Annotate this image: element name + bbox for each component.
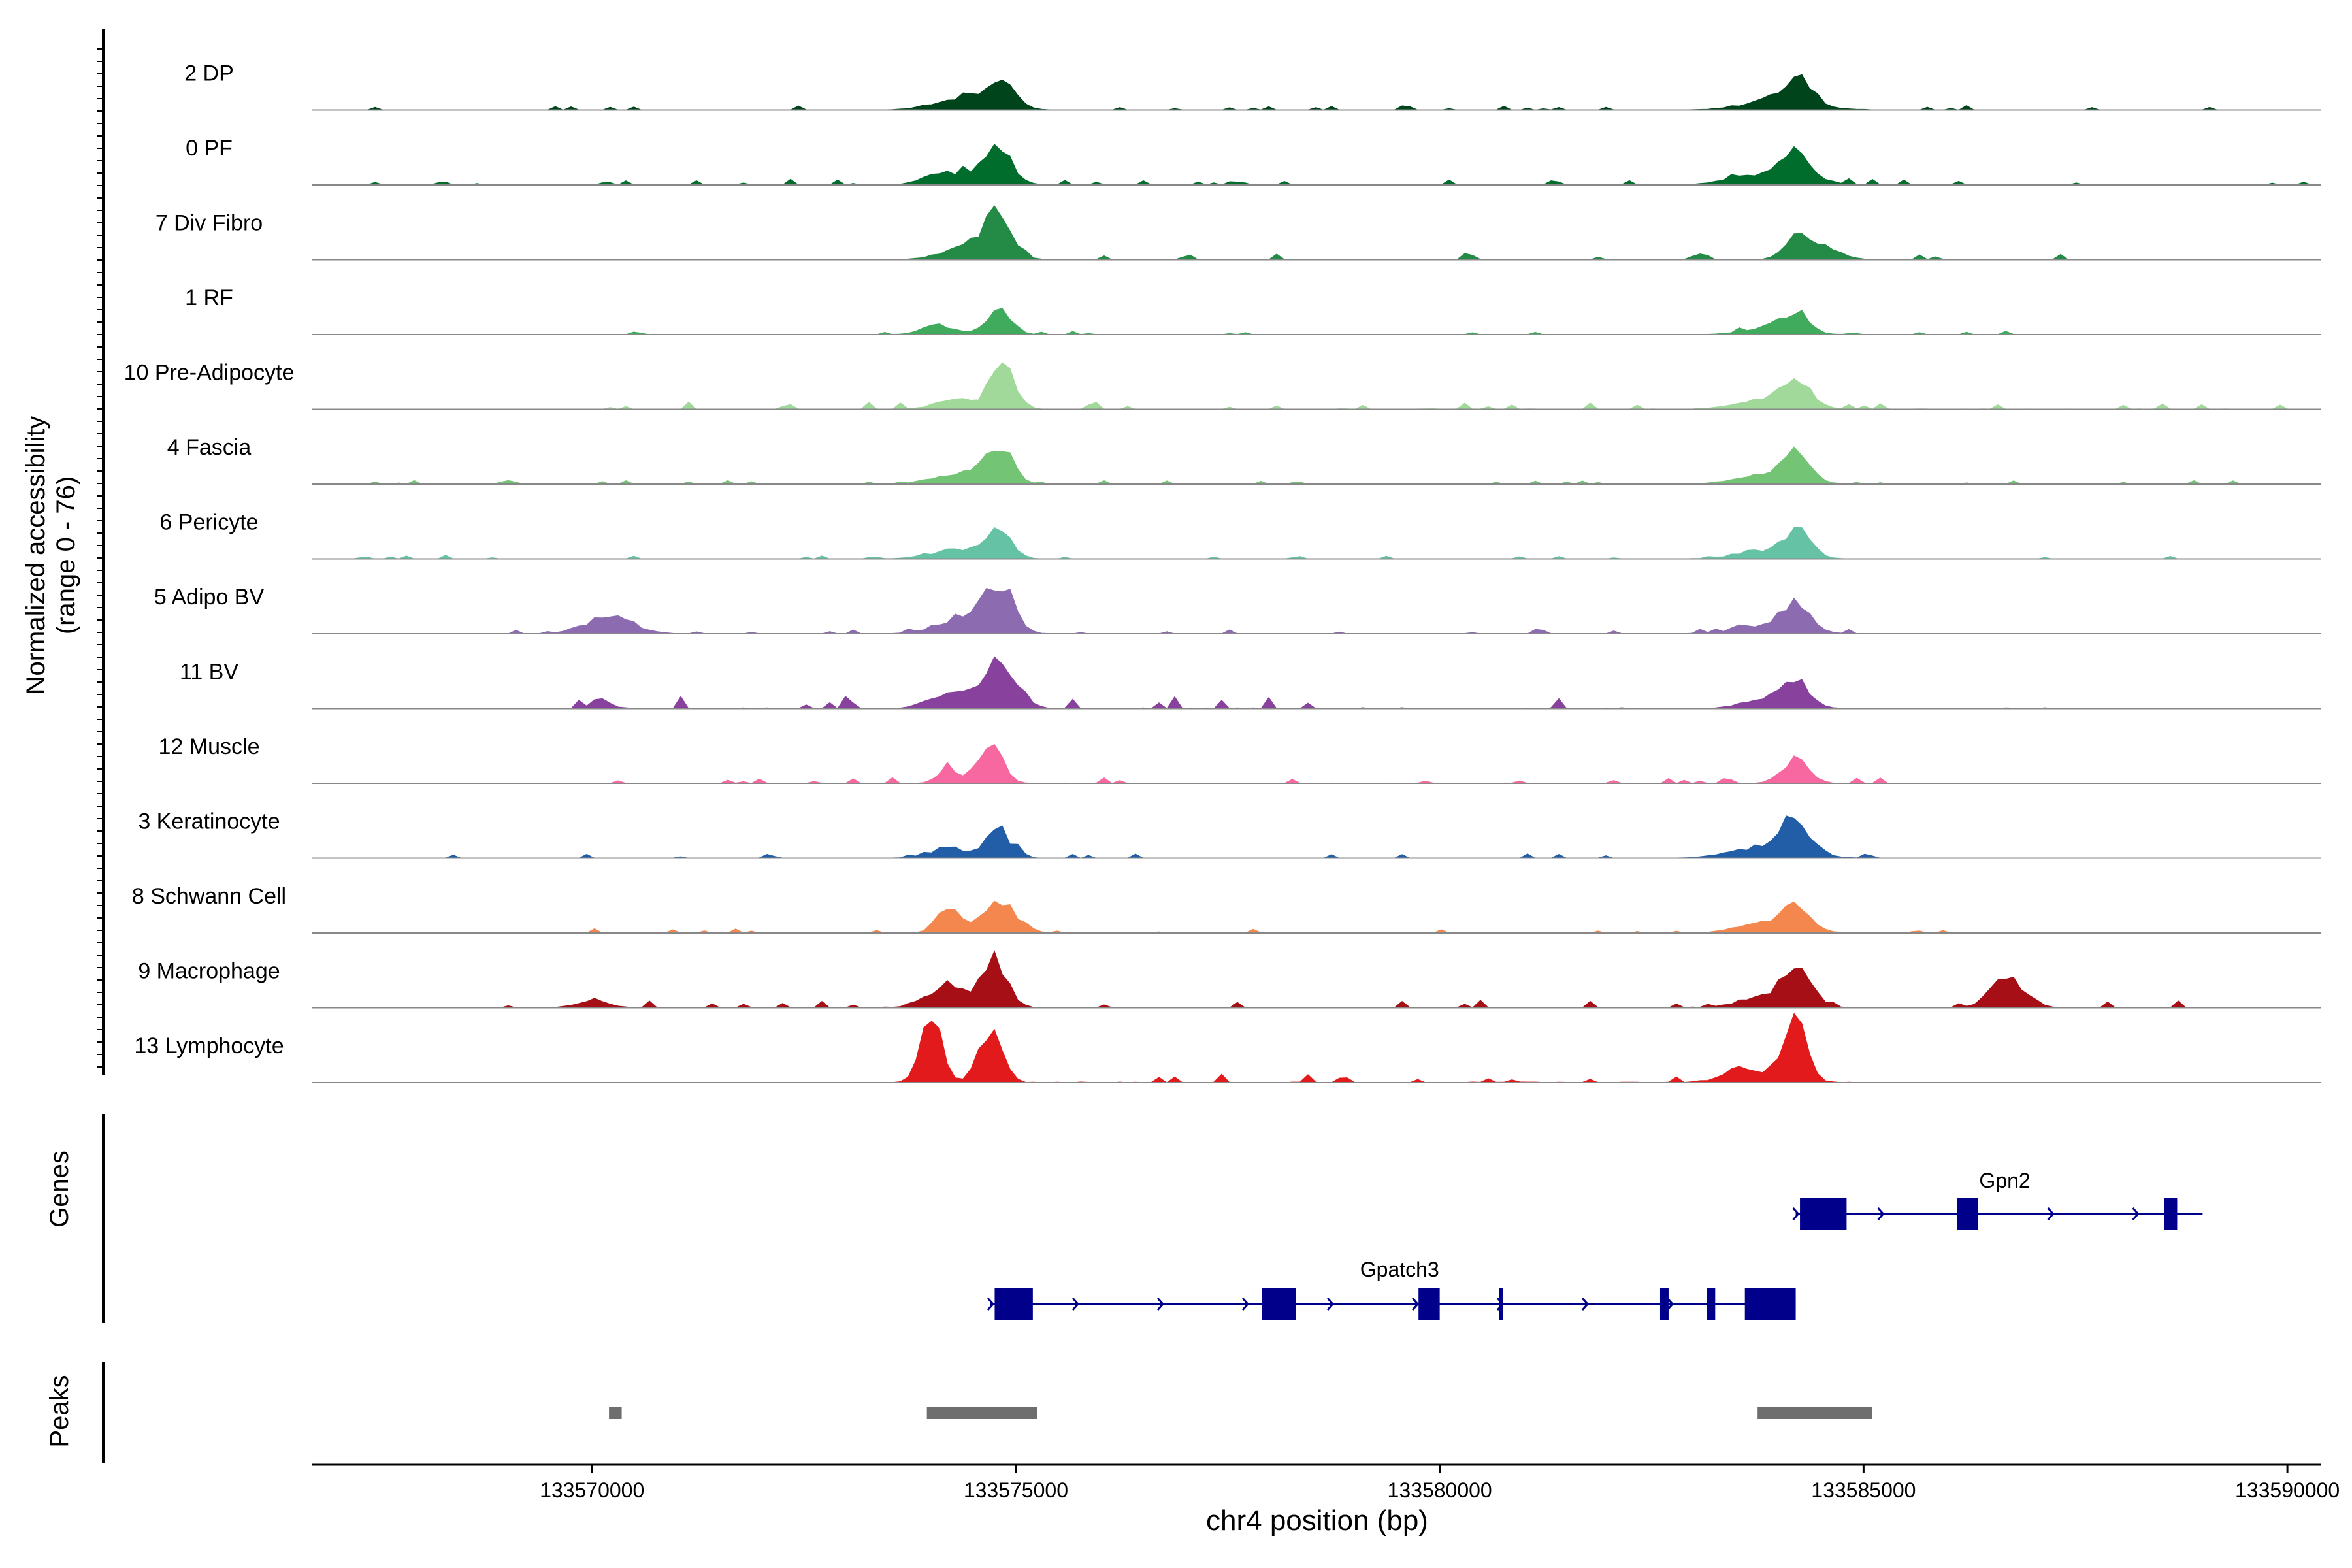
gene: Gpn2 <box>1792 1169 2203 1230</box>
coverage-area <box>312 900 2321 934</box>
track-label: 13 Lymphocyte <box>134 1034 284 1058</box>
coverage-area <box>312 743 2321 784</box>
gene-name: Gpatch3 <box>1360 1258 1439 1281</box>
gene-annotations: Gpn2 Gpatch3 <box>987 1169 2203 1320</box>
coverage-track: 13 Lymphocyte <box>134 1013 2321 1083</box>
x-tick-label: 133590000 <box>2235 1478 2340 1502</box>
x-tick-label: 133585000 <box>1811 1478 1916 1502</box>
coverage-area <box>312 446 2321 485</box>
coverage-area <box>312 1013 2321 1083</box>
gene-exon <box>2164 1198 2178 1230</box>
coverage-area <box>312 144 2321 186</box>
coverage-area <box>312 815 2321 859</box>
track-label: 8 Schwann Cell <box>132 884 286 909</box>
peak-region <box>609 1407 622 1419</box>
gene-exon <box>1499 1288 1503 1320</box>
coverage-track: 1 RF <box>185 286 2321 335</box>
strand-arrow <box>987 1298 994 1311</box>
coverage-area <box>312 74 2321 111</box>
strand-arrow <box>1877 1207 1885 1220</box>
gene-exon <box>1957 1198 1978 1230</box>
track-label: 11 BV <box>180 660 238 685</box>
gene-exon <box>1262 1288 1296 1320</box>
track-label: 0 PF <box>186 136 233 161</box>
coverage-area <box>312 587 2321 634</box>
track-label: 2 DP <box>184 61 234 86</box>
gene-exon <box>1707 1288 1716 1320</box>
gene-exon <box>1800 1198 1847 1230</box>
peak-region <box>926 1407 1037 1419</box>
track-label: 4 Fascia <box>167 435 252 460</box>
peaks-label: Peaks <box>45 1375 74 1447</box>
genes-label-group: Genes <box>45 1151 74 1228</box>
coverage-area <box>312 308 2321 335</box>
strand-arrow <box>1792 1207 1800 1220</box>
track-label: 12 Muscle <box>159 734 260 759</box>
track-label: 10 Pre-Adipocyte <box>124 361 295 385</box>
strand-arrow <box>1411 1298 1419 1311</box>
track-label: 5 Adipo BV <box>154 585 265 610</box>
track-label: 1 RF <box>185 286 233 310</box>
coverage-track: 12 Muscle <box>159 734 2321 784</box>
coverage-track: 4 Fascia <box>167 435 2321 485</box>
coverage-track: 8 Schwann Cell <box>132 884 2321 934</box>
peaks-label-group: Peaks <box>45 1375 74 1447</box>
gene-name: Gpn2 <box>1979 1169 2030 1192</box>
coverage-y-ticks <box>97 48 103 1068</box>
gene-exon <box>1744 1288 1796 1320</box>
coverage-area <box>312 950 2321 1009</box>
gene-exon <box>1659 1288 1669 1320</box>
coverage-area <box>312 362 2321 410</box>
strand-arrow <box>1156 1298 1164 1311</box>
coverage-track: 11 BV <box>180 656 2321 710</box>
coverage-track: 10 Pre-Adipocyte <box>124 361 2321 410</box>
track-label: 3 Keratinocyte <box>138 809 280 834</box>
y-axis-label-group: Normalized accessibility (range 0 - 76) <box>22 416 80 695</box>
strand-arrow <box>1071 1298 1079 1311</box>
x-tick-label: 133575000 <box>964 1478 1068 1502</box>
y-axis-range-label: (range 0 - 76) <box>52 476 80 634</box>
gene-exon <box>1418 1288 1440 1320</box>
strand-arrow <box>1326 1298 1334 1311</box>
strand-arrow <box>1581 1298 1589 1311</box>
x-axis-ticks: 133570000 133575000 133580000 133585000 1335… <box>540 1465 2340 1502</box>
x-axis-label: chr4 position (bp) <box>1206 1505 1428 1537</box>
x-tick-label: 133580000 <box>1388 1478 1492 1502</box>
coverage-track: 2 DP <box>184 61 2321 111</box>
coverage-track: 9 Macrophage <box>138 950 2321 1009</box>
track-label: 9 Macrophage <box>138 959 280 984</box>
track-label: 6 Pericyte <box>159 510 258 535</box>
strand-arrow <box>2047 1207 2055 1220</box>
coverage-track: 3 Keratinocyte <box>138 809 2321 859</box>
strand-arrow <box>2132 1207 2140 1220</box>
coverage-tracks: 2 DP 0 PF 7 Div Fibro 1 RF 10 Pre-Adipocyte 4… <box>124 61 2321 1083</box>
coverage-area <box>312 656 2321 710</box>
coverage-area <box>312 527 2321 560</box>
peak-region <box>1757 1407 1872 1419</box>
strand-arrow <box>1241 1298 1249 1311</box>
coverage-track: 5 Adipo BV <box>154 585 2321 634</box>
gene-exon <box>994 1288 1033 1320</box>
gene: Gpatch3 <box>987 1258 1796 1320</box>
coverage-track: 7 Div Fibro <box>155 205 2321 261</box>
track-label: 7 Div Fibro <box>155 211 263 236</box>
coverage-area <box>312 205 2321 261</box>
genes-label: Genes <box>45 1151 74 1228</box>
coverage-track: 6 Pericyte <box>159 510 2321 560</box>
x-tick-label: 133570000 <box>540 1478 644 1502</box>
peak-regions <box>609 1407 1872 1419</box>
y-axis-label: Normalized accessibility <box>22 416 50 695</box>
strand-arrow <box>1666 1298 1674 1311</box>
coverage-track: 0 PF <box>186 136 2321 186</box>
